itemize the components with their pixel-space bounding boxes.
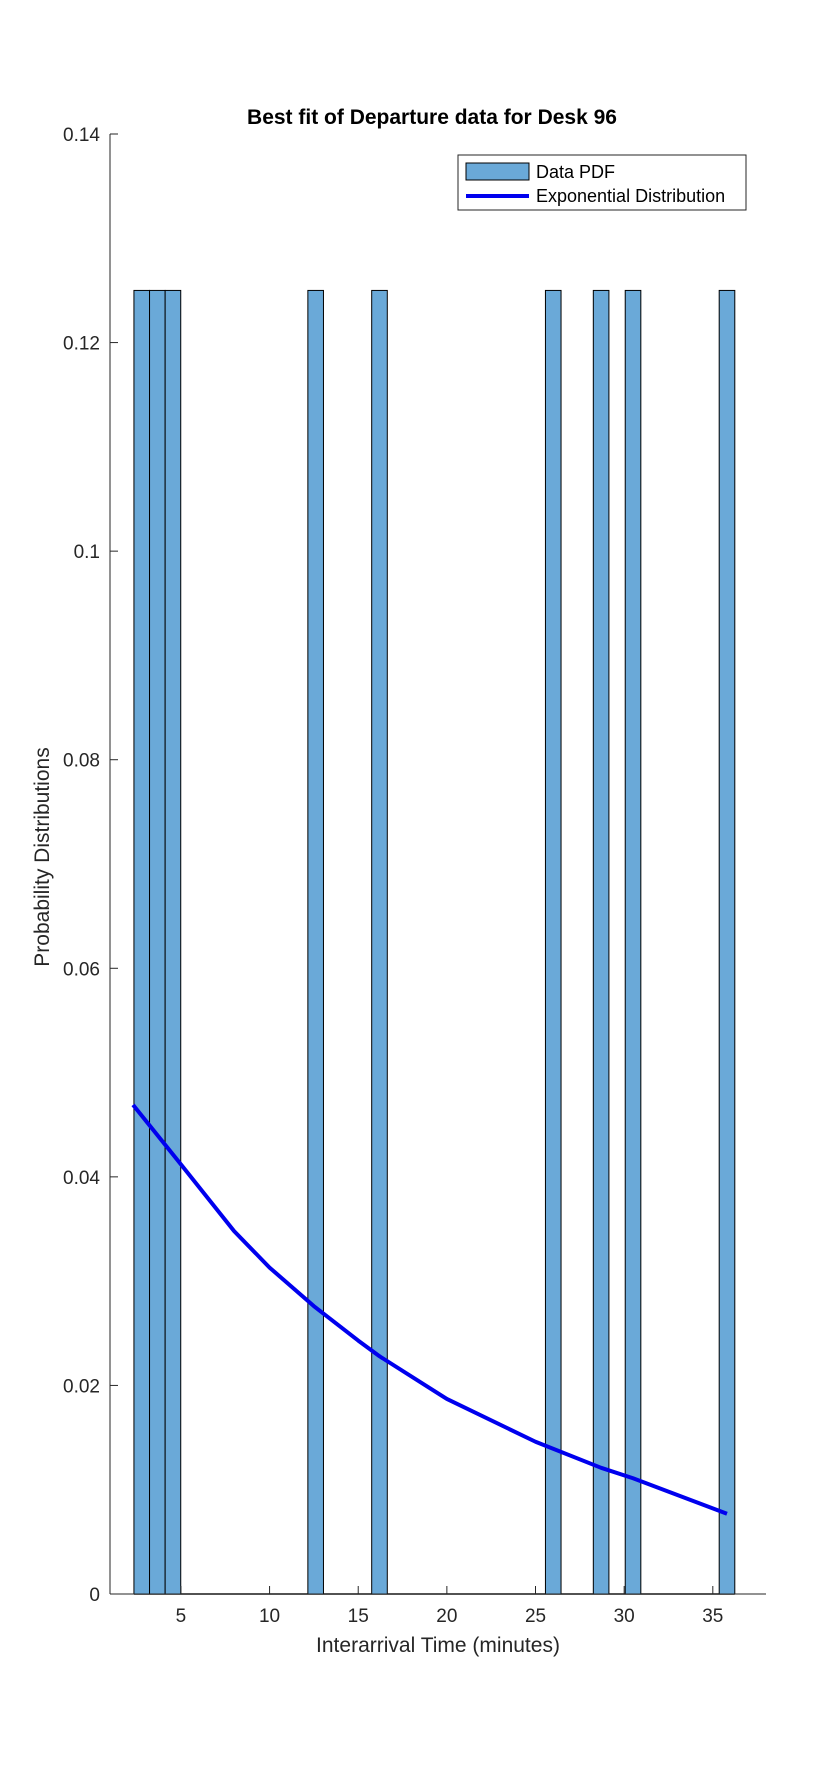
histogram-bar [624,289,642,1595]
x-tick-label: 15 [348,1606,369,1627]
histogram-bar [718,289,736,1595]
y-ticks: 0 0.02 0.04 0.06 0.08 0.1 0.12 0.14 [63,125,118,1606]
histogram-bar [307,289,324,1595]
y-tick-label: 0.02 [63,1376,100,1397]
x-axis-label: Interarrival Time (minutes) [316,1634,560,1657]
x-tick-label: 20 [436,1606,457,1627]
legend-bar-label: Data PDF [536,162,615,182]
x-ticks: 5 10 15 20 25 30 35 [176,1586,723,1627]
legend-line-label: Exponential Distribution [536,186,725,206]
x-tick-label: 25 [525,1606,546,1627]
y-tick-label: 0.14 [63,125,100,146]
y-tick-label: 0.04 [63,1168,100,1189]
fit-line-group [131,1103,728,1516]
legend-bar-swatch [465,162,530,181]
exponential-fit-line [131,1103,728,1516]
histogram-bar [164,289,182,1595]
y-tick-label: 0.12 [63,334,100,355]
y-tick-label: 0.1 [74,542,100,563]
x-tick-label: 5 [176,1606,187,1627]
histogram-bar [149,289,166,1595]
x-tick-label: 35 [702,1606,723,1627]
x-tick-label: 10 [259,1606,280,1627]
histogram-bar [544,289,562,1595]
histogram-bar [133,289,151,1595]
y-tick-label: 0.08 [63,751,100,772]
y-tick-label: 0.06 [63,959,100,980]
histogram-bar [371,289,388,1595]
legend: Data PDF Exponential Distribution [457,154,747,211]
bars-group [133,289,736,1595]
legend-box [457,154,747,211]
chart-title: Best fit of Departure data for Desk 96 [247,106,617,129]
x-tick-label: 30 [614,1606,635,1627]
histogram-bar [592,289,610,1595]
y-axis-label: Probability Distributions [31,747,54,966]
y-tick-label: 0 [89,1585,100,1606]
